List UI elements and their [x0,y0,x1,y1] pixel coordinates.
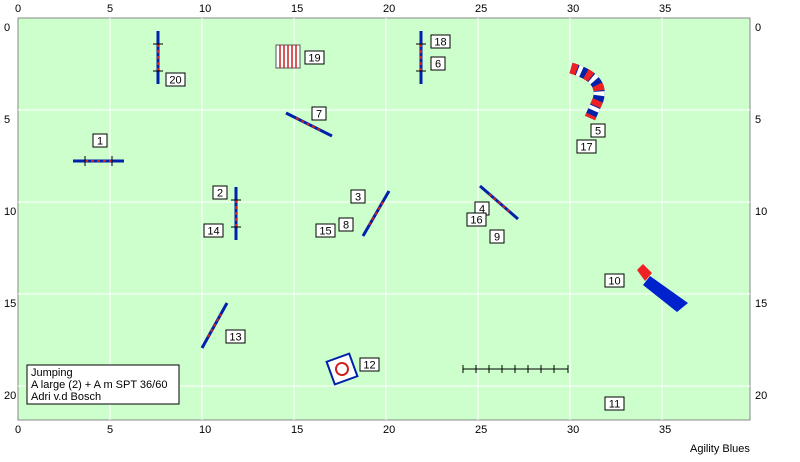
y-tick-label: 10 [755,206,767,218]
obstacle-label: 13 [229,332,241,344]
jump [153,31,163,84]
x-tick-label: 10 [199,424,211,436]
label-box [92,133,108,148]
x-tick-label: 5 [107,3,113,15]
x-tick-label: 15 [291,3,303,15]
obstacle-label: 7 [316,109,322,121]
jump [200,302,229,349]
label-box [165,72,186,87]
x-tick-label: 15 [291,424,303,436]
info-line: Jumping [31,367,73,379]
label-box [311,106,327,121]
label-box [338,217,354,232]
tunnel [569,62,605,121]
table [325,352,359,386]
obstacle-label: 3 [355,192,361,204]
label-box [359,357,380,372]
y-tick-label: 10 [4,206,16,218]
info-box [26,364,180,405]
label-box [203,223,224,238]
label-box [430,56,446,71]
obstacle-label: 10 [608,276,620,288]
jump [479,184,519,221]
long-jump [462,365,569,373]
y-tick-label: 15 [755,298,767,310]
label-box [590,123,606,138]
x-tick-label: 20 [383,3,395,15]
obstacle-label: 14 [207,226,219,238]
obstacle-label: 8 [343,220,349,232]
obstacle-label: 9 [494,232,500,244]
label-box [466,212,487,227]
label-box [350,189,366,204]
jump [231,187,241,240]
obstacle-label: 16 [470,215,482,227]
obstacle-label: 4 [479,204,485,216]
jump [361,190,391,237]
x-tick-label: 25 [475,3,487,15]
obstacle-label: 6 [435,59,441,71]
x-tick-label: 10 [199,3,211,15]
x-tick-label: 0 [15,424,21,436]
wall [275,44,301,69]
label-box [212,185,228,200]
x-tick-label: 0 [15,3,21,15]
obstacle-label: 17 [580,142,592,154]
footer: Agility Blues [690,443,750,455]
y-tick-label: 5 [4,114,10,126]
jump [416,31,426,84]
obstacle-label: 15 [319,226,331,238]
label-box [489,229,505,244]
y-tick-label: 5 [755,114,761,126]
label-box [604,396,625,411]
x-tick-label: 30 [567,424,579,436]
label-box [225,329,246,344]
x-tick-label: 25 [475,424,487,436]
obstacle-label: 18 [434,37,446,49]
label-box [604,273,625,288]
field [17,17,751,421]
label-box [430,34,451,49]
x-tick-label: 5 [107,424,113,436]
y-tick-label: 0 [755,22,761,34]
label-box [576,139,597,154]
jump [73,156,124,166]
chute [637,264,688,312]
x-tick-label: 35 [659,424,671,436]
info-line: A large (2) + A m SPT 36/60 [31,379,167,391]
obstacle-label: 11 [609,399,620,411]
y-tick-label: 15 [4,298,16,310]
obstacle-label: 12 [363,360,375,372]
obstacle-label: 1 [97,136,103,148]
x-tick-label: 35 [659,3,671,15]
obstacle-label: 19 [308,53,320,65]
obstacle-label: 2 [217,188,223,200]
label-box [315,223,336,238]
x-tick-label: 30 [567,3,579,15]
info-line: Adri v.d Bosch [31,391,101,403]
obstacle-label: 5 [595,126,601,138]
obstacle-label: 20 [169,75,181,87]
label-box [304,50,325,65]
obstacles [73,31,688,386]
x-tick-label: 20 [383,424,395,436]
jump [285,111,333,138]
y-tick-label: 20 [4,390,16,402]
y-tick-label: 0 [4,22,10,34]
y-tick-label: 20 [755,390,767,402]
